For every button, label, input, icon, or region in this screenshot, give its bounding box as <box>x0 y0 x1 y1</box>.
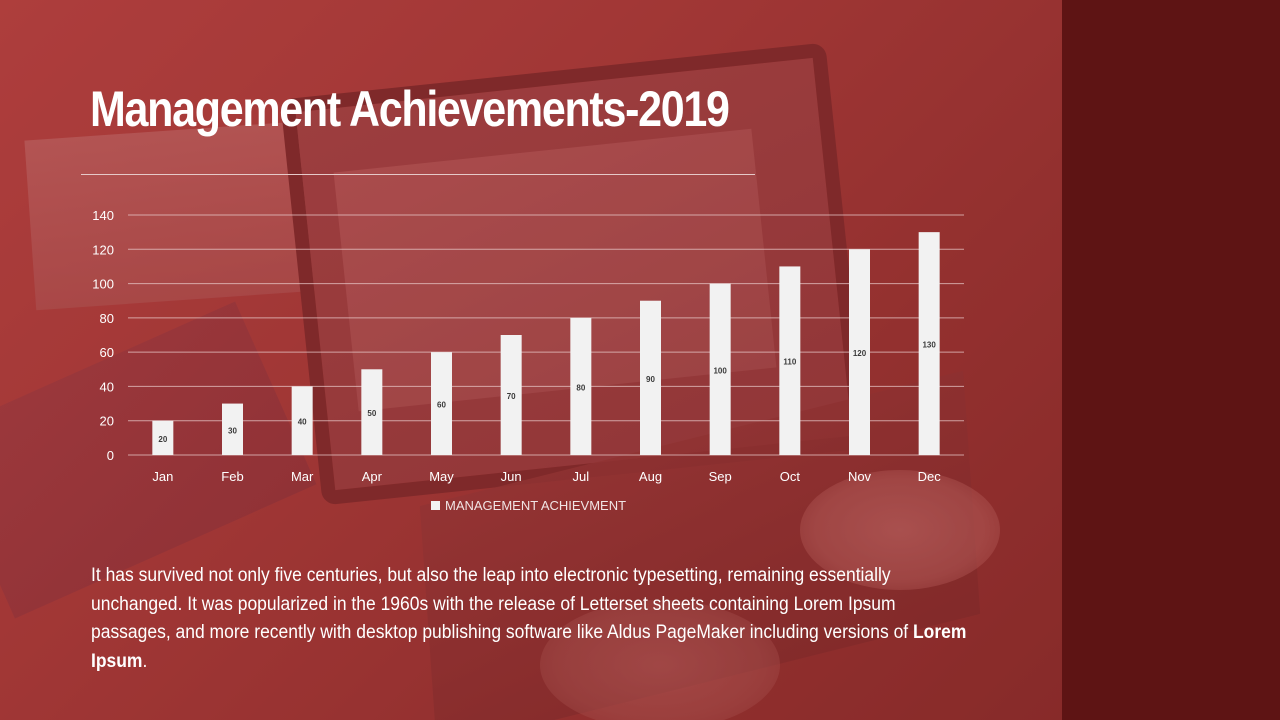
data-label: 30 <box>228 426 237 435</box>
data-label: 90 <box>646 375 655 384</box>
title-divider <box>81 174 755 175</box>
x-tick-label: Oct <box>780 469 801 484</box>
y-tick-label: 60 <box>100 345 114 360</box>
x-tick-label: Aug <box>639 469 662 484</box>
body-text: It has survived not only five centuries,… <box>91 565 914 643</box>
body-end: . <box>142 650 148 672</box>
bar <box>570 317 592 455</box>
data-label: 40 <box>298 418 307 427</box>
right-sidebar-panel <box>1062 0 1280 720</box>
background-photo <box>0 0 1062 720</box>
x-tick-label: Feb <box>221 469 243 484</box>
x-tick-label: Jun <box>501 469 522 484</box>
y-tick-label: 120 <box>92 242 114 257</box>
y-tick-label: 80 <box>100 311 114 326</box>
x-tick-label: Sep <box>709 469 732 484</box>
y-tick-label: 20 <box>100 414 114 429</box>
bar <box>361 369 383 455</box>
y-tick-label: 100 <box>92 277 114 292</box>
data-label: 50 <box>367 409 376 418</box>
y-tick-label: 0 <box>107 448 114 463</box>
red-overlay <box>0 0 1062 720</box>
data-label: 70 <box>507 392 516 401</box>
bar <box>849 249 870 455</box>
bar <box>431 352 452 455</box>
body-emphasis: Lorem Ipsum <box>91 622 967 672</box>
bar <box>291 386 313 455</box>
hand-shape-2 <box>540 600 780 720</box>
bar <box>222 403 243 455</box>
bar <box>709 283 731 455</box>
data-label: 20 <box>158 435 167 444</box>
data-label: 60 <box>437 401 446 410</box>
data-label: 130 <box>922 341 936 350</box>
data-label: 110 <box>783 358 796 367</box>
x-tick-label: Nov <box>848 469 872 484</box>
bar <box>500 335 522 455</box>
chart-legend: MANAGEMENT ACHIEVMENT <box>431 498 626 513</box>
slide-title: Management Achievements-2019 <box>90 81 730 137</box>
data-label: 80 <box>576 383 585 392</box>
x-tick-label: Apr <box>362 469 383 484</box>
hand-shape <box>800 470 1000 590</box>
bar-chart: 0 20 40 60 80 100 120 140 20 Jan 30 Feb 40 Mar 50 Apr 60… <box>92 208 964 484</box>
x-tick-label: Jul <box>573 469 590 484</box>
x-tick-label: May <box>429 469 454 484</box>
y-tick-label: 140 <box>92 208 114 223</box>
y-tick-label: 40 <box>100 379 114 394</box>
bar <box>779 266 801 455</box>
x-tick-label: Jan <box>152 469 173 484</box>
bar <box>152 420 174 455</box>
bar <box>640 300 661 455</box>
data-label: 120 <box>853 349 867 358</box>
body-paragraph: It has survived not only five centuries,… <box>91 562 974 676</box>
x-tick-label: Dec <box>918 469 942 484</box>
data-label: 100 <box>713 366 727 375</box>
legend-swatch <box>431 501 440 510</box>
legend-label: MANAGEMENT ACHIEVMENT <box>445 498 627 513</box>
x-tick-label: Mar <box>291 469 314 484</box>
bar <box>918 232 940 455</box>
